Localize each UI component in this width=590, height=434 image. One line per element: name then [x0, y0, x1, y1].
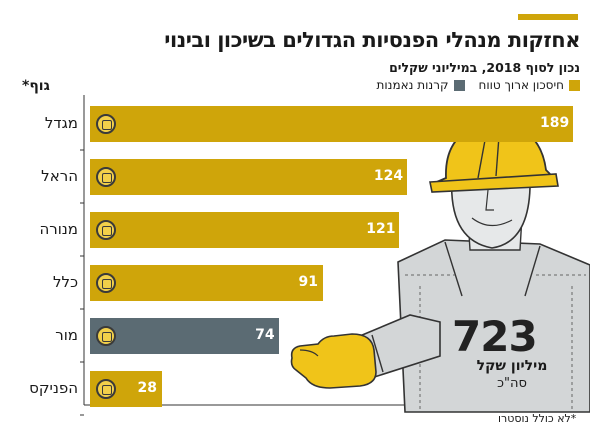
legend: חיסכון ארוך טווח קרנות נאמנות — [377, 78, 580, 92]
bar — [90, 212, 400, 248]
total-value: 723 — [452, 312, 538, 361]
bar-value-label: 121 — [366, 221, 396, 237]
legend-label: חיסכון ארוך טווח — [478, 78, 565, 92]
legend-swatch-gray — [453, 79, 465, 91]
coin-icon — [96, 273, 116, 293]
bar — [90, 318, 280, 354]
bar-value-label: 189 — [540, 115, 570, 131]
category-label: מור — [55, 326, 78, 344]
bar — [90, 265, 323, 301]
chart-title: אחזקות מנהלי הפנסיות הגדולים בשיכון ובינ… — [164, 28, 580, 52]
accent-bar — [518, 14, 578, 20]
category-label: הראל — [41, 167, 78, 185]
total-unit: מיליון שקל — [476, 358, 548, 374]
category-label: הפניקס — [29, 379, 78, 397]
worker-body — [397, 239, 590, 413]
bar-value-label: 91 — [298, 274, 319, 290]
worker-arm — [354, 314, 441, 382]
category-label: כלל — [53, 273, 78, 291]
coin-icon — [96, 114, 116, 134]
bar — [90, 106, 573, 142]
coin-icon — [96, 167, 116, 187]
legend-item-long-term-savings: חיסכון ארוך טווח — [478, 78, 580, 92]
bar — [90, 159, 407, 195]
footnote: *לא כולל נוסטרו — [498, 412, 577, 425]
total-note: סה"כ — [497, 376, 527, 391]
legend-swatch-gold — [569, 79, 580, 91]
worker-glove — [290, 333, 377, 389]
legend-label: קרנות נאמנות — [376, 78, 449, 92]
coin-icon — [96, 220, 116, 240]
category-label: מנורה — [39, 220, 78, 238]
coin-icon — [96, 326, 116, 346]
chart-subtitle: נכון לסוף 2018, במיליוני שקלים — [389, 60, 580, 75]
bar-value-label: 28 — [137, 380, 158, 396]
coin-icon — [96, 379, 116, 399]
bar-value-label: 124 — [373, 168, 404, 184]
worker-head — [450, 175, 531, 249]
axis-title: גוף* — [22, 78, 50, 94]
bar-value-label: 74 — [255, 327, 275, 343]
category-label: מגדל — [44, 114, 78, 132]
legend-item-mutual-funds: קרנות נאמנות — [377, 78, 465, 92]
